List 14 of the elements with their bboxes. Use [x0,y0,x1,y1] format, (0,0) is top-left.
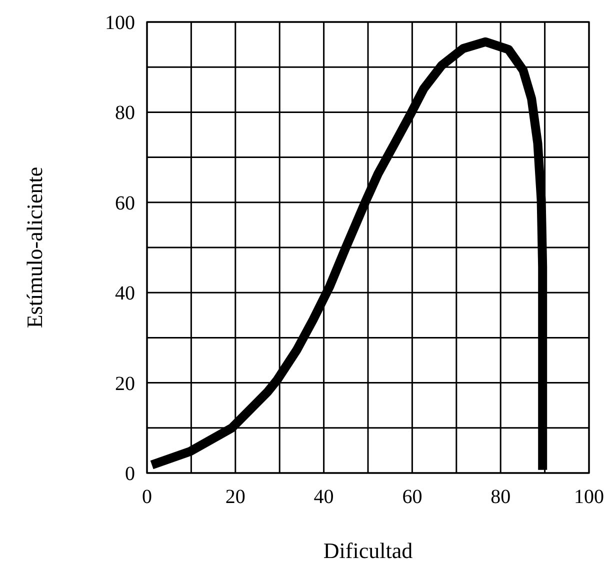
x-tick-label: 0 [142,486,152,508]
y-tick-label: 40 [115,282,135,305]
y-axis-title: Estímulo-aliciente [22,166,47,328]
x-axis-title: Dificultad [323,538,413,563]
y-tick-label: 20 [115,372,135,395]
y-tick-label: 80 [115,102,135,124]
x-tick-label: 20 [225,486,246,508]
y-tick-label: 0 [125,463,135,485]
y-tick-label: 100 [105,12,135,34]
y-tick-label: 60 [115,192,135,214]
x-tick-label: 60 [402,486,422,508]
x-tick-label: 100 [574,486,604,508]
x-tick-label: 80 [490,486,511,508]
x-tick-label: 40 [314,486,334,508]
